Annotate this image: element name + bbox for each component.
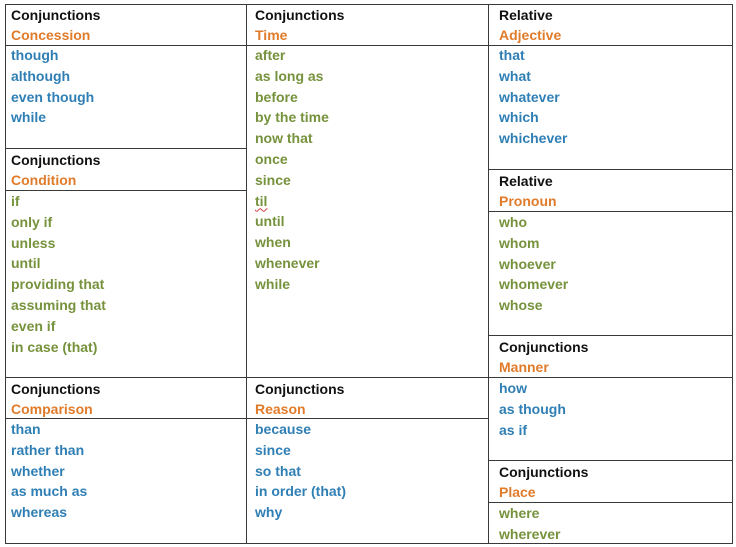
spelling-flagged-word: til (255, 192, 268, 209)
list-item: as much as (11, 483, 88, 500)
list-item: since (255, 171, 291, 188)
list-item: because (255, 421, 312, 437)
list-item: wherever (499, 525, 561, 542)
list-item: whichever (499, 130, 568, 147)
time-title: Conjunctions (255, 7, 345, 23)
list-item: before (255, 88, 298, 105)
list-item: once (255, 150, 288, 167)
relative-pronoun-list: who whom whoever whomever whose (499, 212, 568, 316)
manner-subtitle: Manner (499, 359, 549, 375)
comparison-subtitle: Comparison (11, 401, 93, 417)
list-item: so that (255, 462, 301, 479)
list-item: while (255, 275, 291, 292)
list-item: if (11, 193, 20, 209)
place-header-line (488, 502, 733, 503)
list-item: since (255, 441, 291, 458)
concession-title: Conjunctions (11, 7, 101, 23)
list-item: after (255, 47, 286, 63)
list-item: until (255, 213, 285, 230)
list-item: now that (255, 130, 313, 147)
reason-subtitle: Reason (255, 401, 306, 417)
list-item: as if (499, 421, 528, 438)
adjective-header-line (488, 45, 733, 46)
list-item: even though (11, 88, 95, 105)
manner-bottom-line (488, 460, 733, 461)
border-bottom (5, 543, 733, 544)
list-item: providing that (11, 276, 105, 293)
list-item: whomever (499, 276, 569, 293)
list-item: whom (499, 234, 540, 251)
list-item: by the time (255, 109, 329, 126)
list-item: that (499, 47, 525, 63)
border-left (5, 4, 6, 544)
list-item: until (11, 255, 41, 272)
relative-adjective-subtitle: Adjective (499, 27, 562, 43)
time-header-line (246, 45, 489, 46)
condition-header-line (5, 190, 247, 191)
relative-adjective-title: Relative (499, 7, 553, 23)
border-right (732, 4, 733, 544)
list-item: even if (11, 317, 56, 334)
condition-title: Conjunctions (11, 152, 101, 168)
list-item: than (11, 421, 41, 437)
list-item: rather than (11, 441, 85, 458)
list-item: as though (499, 400, 566, 417)
column-divider-2 (488, 4, 489, 544)
condition-list: if only if unless until providing that a… (11, 191, 106, 357)
list-item: why (255, 504, 283, 521)
relative-pronoun-subtitle: Pronoun (499, 193, 557, 209)
reason-list: because since so that in order (that) wh… (255, 419, 346, 523)
list-item: while (11, 109, 47, 126)
list-item: when (255, 234, 291, 251)
list-item: unless (11, 234, 56, 251)
place-title: Conjunctions (499, 464, 589, 480)
list-item: whatever (499, 88, 560, 105)
concession-list: though although even though while (11, 45, 94, 128)
list-item: in case (that) (11, 338, 98, 355)
border-top (5, 4, 733, 5)
concession-subtitle: Concession (11, 27, 91, 43)
concession-header-line (5, 45, 247, 46)
list-item: whereas (11, 504, 68, 521)
list-item: whether (11, 462, 65, 479)
list-item: where (499, 505, 540, 521)
list-item: although (11, 67, 71, 84)
relative-adjective-list: that what whatever which whichever (499, 45, 567, 149)
manner-header-line (488, 377, 733, 378)
list-item: how (499, 380, 527, 396)
list-item: in order (that) (255, 483, 346, 500)
list-item: til (255, 191, 329, 212)
manner-list: how as though as if (499, 378, 566, 440)
place-subtitle: Place (499, 484, 536, 500)
adjective-bottom-line (488, 169, 733, 170)
time-subtitle: Time (255, 27, 288, 43)
condition-subtitle: Condition (11, 172, 77, 188)
list-item: whose (499, 297, 543, 314)
comparison-list: than rather than whether as much as wher… (11, 419, 87, 523)
comparison-header-line (5, 418, 489, 419)
list-item: assuming that (11, 296, 106, 313)
place-list: where wherever (499, 503, 560, 545)
list-item: whoever (499, 255, 556, 272)
concession-bottom-line (5, 148, 247, 149)
pronoun-bottom-line (488, 335, 733, 336)
list-item: as long as (255, 67, 324, 84)
comparison-title: Conjunctions (11, 381, 101, 397)
manner-title: Conjunctions (499, 339, 589, 355)
row-divider-bottom-left (5, 377, 489, 378)
list-item: whenever (255, 254, 320, 271)
column-divider-1 (246, 4, 247, 544)
list-item: which (499, 109, 539, 126)
reason-title: Conjunctions (255, 381, 345, 397)
pronoun-header-line (488, 211, 733, 212)
list-item: what (499, 67, 531, 84)
list-item: who (499, 214, 527, 230)
list-item: only if (11, 213, 53, 230)
relative-pronoun-title: Relative (499, 173, 553, 189)
time-list: after as long as before by the time now … (255, 45, 329, 295)
list-item: though (11, 47, 59, 63)
